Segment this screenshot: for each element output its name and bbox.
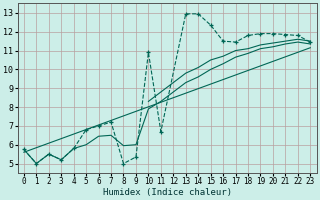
X-axis label: Humidex (Indice chaleur): Humidex (Indice chaleur)	[103, 188, 232, 197]
